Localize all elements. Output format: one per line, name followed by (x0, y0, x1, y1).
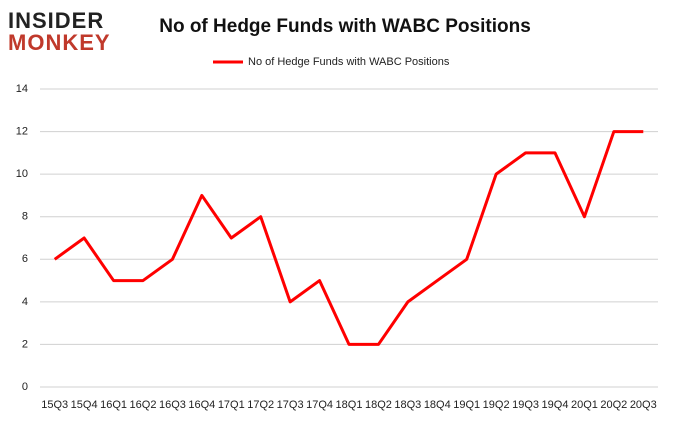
x-tick-label: 16Q1 (100, 399, 127, 411)
x-tick-label: 15Q4 (71, 399, 98, 411)
x-tick-label: 19Q1 (453, 399, 480, 411)
x-tick-label: 17Q4 (306, 399, 333, 411)
x-tick-label: 16Q3 (159, 399, 186, 411)
y-tick-label: 8 (22, 211, 28, 223)
x-tick-label: 16Q4 (188, 399, 215, 411)
x-tick-label: 17Q3 (277, 399, 304, 411)
x-tick-label: 20Q3 (630, 399, 657, 411)
x-tick-label: 19Q2 (483, 399, 510, 411)
chart-title: No of Hedge Funds with WABC Positions (159, 16, 531, 37)
x-tick-label: 17Q2 (247, 399, 274, 411)
data-line (53, 130, 644, 346)
x-tick-label: 16Q2 (130, 399, 157, 411)
x-tick-label: 17Q1 (218, 399, 245, 411)
y-tick-label: 0 (22, 381, 28, 393)
y-tick-label: 6 (22, 253, 28, 265)
x-tick-label: 19Q3 (512, 399, 539, 411)
x-tick-label: 18Q4 (424, 399, 451, 411)
logo-top: INSIDER (8, 8, 104, 33)
x-tick-label: 18Q2 (365, 399, 392, 411)
y-tick-label: 14 (16, 83, 28, 95)
y-tick-label: 10 (16, 168, 28, 180)
legend-label: No of Hedge Funds with WABC Positions (248, 56, 450, 68)
y-tick-label: 2 (22, 338, 28, 350)
x-tick-label: 20Q1 (571, 399, 598, 411)
y-tick-label: 12 (16, 125, 28, 137)
x-tick-label: 18Q3 (394, 399, 421, 411)
logo-bottom: MONKEY (8, 30, 111, 55)
x-tick-label: 15Q3 (41, 399, 68, 411)
x-tick-label: 19Q4 (542, 399, 569, 411)
y-tick-label: 4 (22, 296, 28, 308)
x-tick-label: 20Q2 (600, 399, 627, 411)
x-tick-label: 18Q1 (336, 399, 363, 411)
